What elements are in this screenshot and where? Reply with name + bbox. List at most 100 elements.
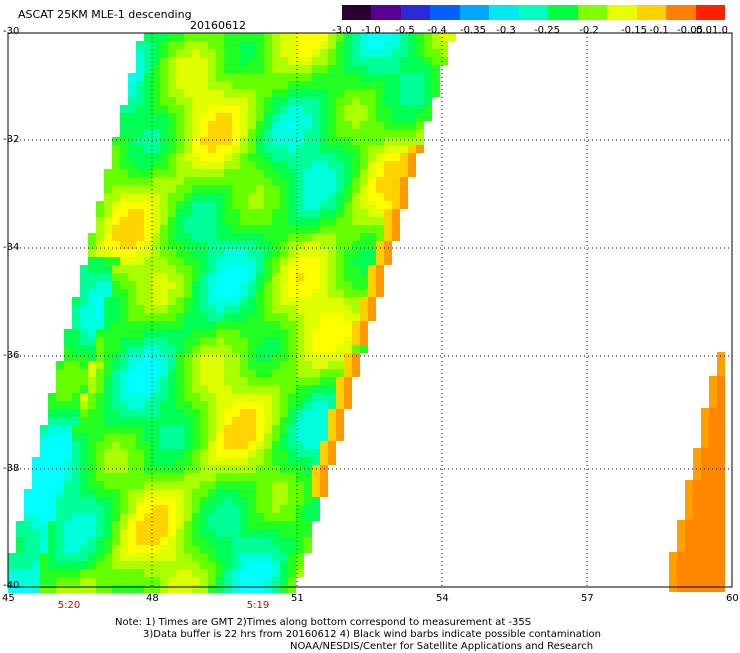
swath-cell — [144, 545, 152, 553]
swath-cell — [216, 185, 224, 193]
swath-cell — [344, 217, 352, 225]
swath-cell — [128, 513, 136, 521]
swath-cell — [328, 33, 336, 41]
swath-cell — [208, 169, 216, 177]
swath-cell — [72, 345, 80, 353]
swath-cell — [717, 376, 725, 384]
swath-cell — [168, 361, 176, 369]
swath-cell — [144, 217, 152, 225]
swath-cell — [152, 321, 160, 329]
swath-cell — [72, 409, 80, 417]
swath-cell — [669, 576, 677, 584]
swath-cell — [112, 521, 120, 529]
swath-cell — [144, 209, 152, 217]
swath-cell — [272, 585, 280, 593]
swath-cell — [120, 169, 128, 177]
swath-cell — [408, 49, 416, 57]
swath-cell — [400, 137, 408, 145]
swath-cell — [288, 433, 296, 441]
swath-cell — [240, 209, 248, 217]
swath-cell — [264, 145, 272, 153]
swath-cell — [144, 289, 152, 297]
swath-cell — [296, 393, 304, 401]
swath-cell — [88, 305, 96, 313]
swath-cell — [144, 449, 152, 457]
swath-cell — [392, 129, 400, 137]
swath-cell — [64, 425, 72, 433]
swath-cell — [320, 449, 328, 457]
swath-cell — [112, 401, 120, 409]
swath-cell — [312, 433, 320, 441]
swath-cell — [296, 537, 304, 545]
swath-cell — [304, 521, 312, 529]
swath-cell — [328, 57, 336, 65]
swath-cell — [312, 57, 320, 65]
swath-cell — [104, 513, 112, 521]
swath-cell — [176, 177, 184, 185]
swath-cell — [152, 225, 160, 233]
swath-cell — [264, 33, 272, 41]
swath-cell — [112, 177, 120, 185]
swath-cell — [64, 561, 72, 569]
swath-cell — [272, 81, 280, 89]
swath-cell — [693, 464, 701, 472]
swath-cell — [336, 177, 344, 185]
swath-cell — [136, 441, 144, 449]
swath-cell — [136, 457, 144, 465]
swath-cell — [104, 537, 112, 545]
swath-cell — [352, 41, 360, 49]
swath-cell — [96, 449, 104, 457]
swath-cell — [168, 241, 176, 249]
swath-cell — [168, 537, 176, 545]
swath-cell — [208, 153, 216, 161]
swath-cell — [256, 33, 264, 41]
swath-cell — [160, 153, 168, 161]
swath-cell — [256, 113, 264, 121]
swath-cell — [64, 441, 72, 449]
swath-cell — [240, 401, 248, 409]
swath-cell — [264, 257, 272, 265]
swath-cell — [120, 361, 128, 369]
swath-cell — [232, 169, 240, 177]
swath-cell — [376, 289, 384, 297]
swath-cell — [96, 209, 104, 217]
swath-cell — [312, 441, 320, 449]
swath-cell — [40, 537, 48, 545]
swath-cell — [296, 121, 304, 129]
swath-cell — [336, 105, 344, 113]
swath-cell — [328, 217, 336, 225]
swath-cell — [264, 433, 272, 441]
swath-cell — [176, 489, 184, 497]
swath-cell — [152, 529, 160, 537]
swath-cell — [176, 393, 184, 401]
swath-cell — [392, 225, 400, 233]
swath-cell — [320, 393, 328, 401]
swath-cell — [328, 169, 336, 177]
swath-cell — [136, 185, 144, 193]
swath-cell — [328, 297, 336, 305]
swath-cell — [344, 41, 352, 49]
swath-cell — [296, 137, 304, 145]
swath-cell — [152, 497, 160, 505]
swath-cell — [248, 553, 256, 561]
swath-cell — [709, 424, 717, 432]
swath-cell — [677, 536, 685, 544]
swath-cell — [88, 369, 96, 377]
swath-cell — [248, 409, 256, 417]
swath-cell — [168, 193, 176, 201]
swath-cell — [709, 584, 717, 592]
swath-cell — [208, 529, 216, 537]
swath-cell — [320, 265, 328, 273]
swath-cell — [160, 169, 168, 177]
swath-cell — [224, 113, 232, 121]
swath-cell — [296, 65, 304, 73]
swath-cell — [192, 249, 200, 257]
swath-cell — [296, 89, 304, 97]
swath-cell — [112, 585, 120, 593]
swath-cell — [136, 497, 144, 505]
swath-cell — [224, 329, 232, 337]
swath-cell — [176, 113, 184, 121]
swath-cell — [240, 73, 248, 81]
swath-cell — [64, 345, 72, 353]
swath-cell — [320, 49, 328, 57]
